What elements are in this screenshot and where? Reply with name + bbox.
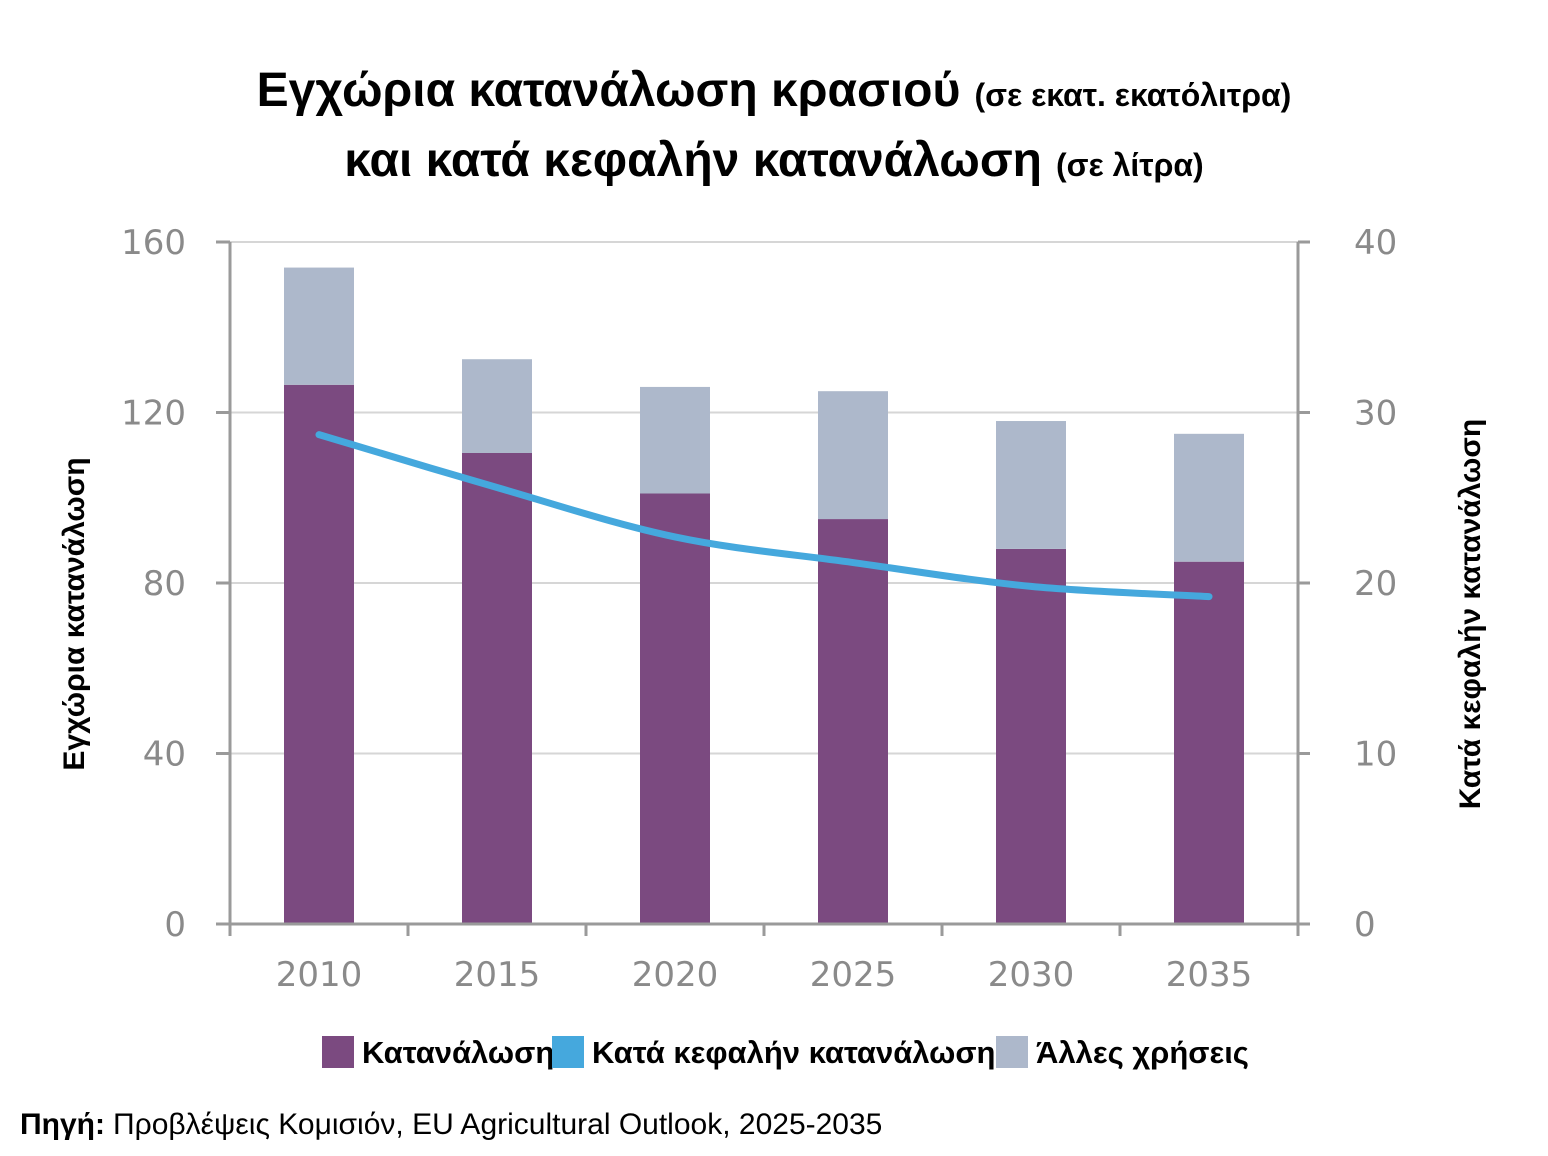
- y-left-tick-label-80: 80: [143, 564, 186, 604]
- x-tick-label-2025: 2025: [810, 955, 897, 995]
- per-capita-point-2020: [673, 534, 677, 539]
- title-line-1-unit: (σε εκατ. εκατόλιτρα): [974, 77, 1291, 113]
- per-capita-line: [315, 431, 1213, 601]
- legend-swatch-per-capita: [552, 1036, 584, 1068]
- legend-label-other-uses: Άλλες χρήσεις: [1036, 1035, 1249, 1070]
- axes: [216, 240, 1310, 936]
- y-right-tick-label-10: 10: [1354, 735, 1397, 775]
- bar-consumption-2020: [640, 493, 710, 924]
- title-line-1-main: Εγχώρια κατανάλωση κρασιού: [257, 64, 961, 117]
- x-tick-label-2030: 2030: [988, 955, 1075, 995]
- y-right-tick-label-20: 20: [1354, 564, 1397, 604]
- per-capita-point-2010: [317, 432, 321, 437]
- legend-label-per-capita: Κατά κεφαλήν κατανάλωση: [592, 1035, 995, 1070]
- per-capita-point-2015: [495, 485, 499, 490]
- bar-consumption-2010: [284, 384, 354, 924]
- y-left-tick-label-160: 160: [121, 223, 186, 263]
- chart-title-line-2: και κατά κεφαλήν κατανάλωση (σε λίτρα): [344, 134, 1203, 187]
- source-label: Πηγή:: [20, 1108, 105, 1141]
- bar-consumption-2030: [996, 548, 1066, 924]
- y-left-tick-label-40: 40: [143, 735, 186, 775]
- y-left-tick-label-120: 120: [121, 394, 186, 434]
- bar-other-uses-2025: [818, 391, 888, 520]
- x-tick-label-2010: 2010: [276, 955, 363, 995]
- bar-other-uses-2020: [640, 386, 710, 494]
- source-note: Πηγή: Προβλέψεις Κομισιόν, EU Agricultura…: [20, 1108, 882, 1141]
- x-tick-label-2035: 2035: [1166, 955, 1253, 995]
- y-axis-left-title: Εγχώρια κατανάλωση: [58, 457, 91, 770]
- source-text: Προβλέψεις Κομισιόν, EU Agricultural Out…: [113, 1108, 882, 1141]
- y-right-tick-label-0: 0: [1354, 905, 1376, 945]
- legend-swatch-other-uses: [996, 1036, 1028, 1068]
- y-right-tick-label-30: 30: [1354, 394, 1397, 434]
- bar-other-uses-2010: [284, 267, 354, 385]
- per-capita-point-2025: [851, 560, 855, 565]
- title-line-2-unit: (σε λίτρα): [1056, 147, 1204, 183]
- bar-consumption-2015: [462, 452, 532, 924]
- y-axis-right-title: Κατά κεφαλήν κατανάλωση: [1454, 419, 1487, 809]
- per-capita-point-2035: [1207, 594, 1211, 599]
- legend: Κατανάλωση Κατά κεφαλήν κατανάλωση Άλλες…: [322, 1035, 1249, 1070]
- chart-title-line-1: Εγχώρια κατανάλωση κρασιού (σε εκατ. εκατ…: [257, 64, 1292, 117]
- x-tick-label-2020: 2020: [632, 955, 719, 995]
- x-tick-label-2015: 2015: [454, 955, 541, 995]
- y-left-tick-label-0: 0: [164, 905, 186, 945]
- legend-swatch-consumption: [322, 1036, 354, 1068]
- per-capita-point-2030: [1029, 584, 1033, 589]
- bar-consumption-2025: [818, 519, 888, 924]
- y-right-tick-label-40: 40: [1354, 223, 1397, 263]
- per-capita-line-layer: [315, 431, 1213, 601]
- bar-other-uses-2035: [1174, 433, 1244, 562]
- title-line-2-main: και κατά κεφαλήν κατανάλωση: [344, 134, 1042, 187]
- bar-other-uses-2015: [462, 359, 532, 453]
- bar-consumption-2035: [1174, 561, 1244, 924]
- bars: [284, 267, 1244, 924]
- bar-other-uses-2030: [996, 421, 1066, 549]
- gridlines: [230, 241, 1298, 755]
- legend-label-consumption: Κατανάλωση: [362, 1035, 554, 1070]
